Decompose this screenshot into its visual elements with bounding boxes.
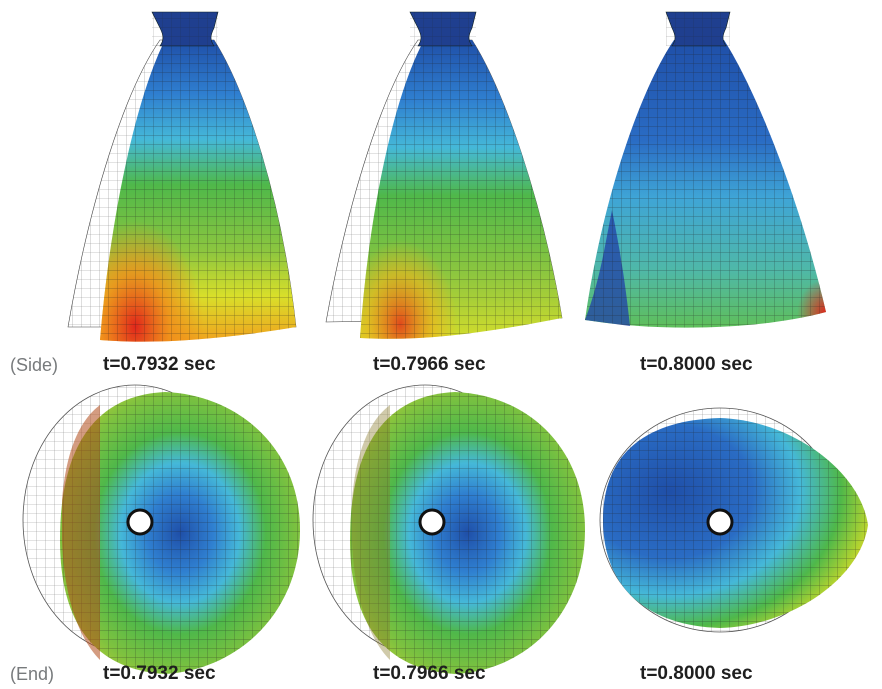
time-label-end-2: t=0.7966 sec: [373, 663, 486, 684]
side-nozzle-2: [325, 11, 563, 339]
end-nozzle-2: [312, 384, 585, 674]
row-label-side: (Side): [10, 355, 59, 375]
time-label-side-2: t=0.7966 sec: [373, 354, 486, 375]
time-label-side-3: t=0.8000 sec: [640, 354, 753, 375]
time-label-end-3: t=0.8000 sec: [640, 663, 753, 684]
row-label-end: (End): [10, 664, 55, 684]
side-nozzle-1: [67, 11, 297, 342]
time-label-side-1: t=0.7932 sec: [103, 354, 216, 375]
side-nozzle-3: [585, 11, 826, 328]
end-nozzle-1: [22, 384, 300, 674]
time-label-end-1: t=0.7932 sec: [103, 663, 216, 684]
end-nozzle-3: [599, 407, 868, 633]
